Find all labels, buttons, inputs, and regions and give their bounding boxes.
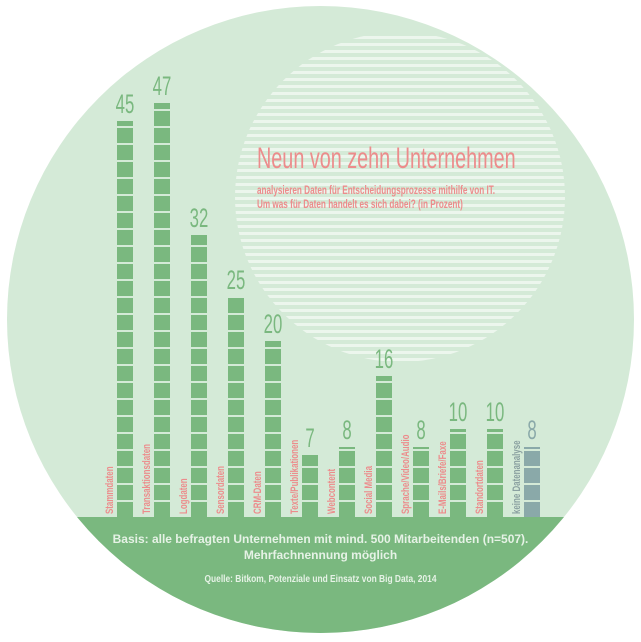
category-label: Social Media [363,466,375,514]
bar [117,121,133,517]
bar [265,341,281,517]
bar-value-label: 8 [342,415,352,445]
chart-subtitle: analysieren Daten für Entscheidungsproze… [257,183,495,211]
bar [228,297,244,517]
bar-value-label: 10 [448,397,468,427]
bar-value-label: 45 [115,89,135,119]
footer-band [7,517,634,633]
category-label: keine Datenanalyse [511,440,523,514]
category-label: Transaktionsdaten [141,444,153,514]
bar [191,235,207,517]
footnote-basis-line2: Mehrfachnennung möglich [243,548,398,562]
category-label: Texte/Publikationen [289,439,301,514]
bar-value-label: 10 [485,397,505,427]
bar-value-label: 25 [226,265,246,295]
chart-title: Neun von zehn Unternehmen [257,142,516,175]
footnote-basis: Basis: alle befragten Unternehmen mit mi… [112,532,529,546]
bar [339,447,355,517]
bar-value-label: 7 [305,423,315,453]
bar [487,429,503,517]
bar [376,376,392,517]
decorative-text-circle [235,32,565,362]
bar-value-label: 20 [263,309,283,339]
category-label: Webcontent [326,468,338,514]
chart-disc [7,6,634,633]
bar [524,447,540,517]
category-label: Standortdaten [474,460,486,514]
bar-value-label: 8 [416,415,426,445]
category-label: Logdaten [178,478,190,514]
bar-value-label: 47 [152,71,172,101]
footnote-source: Quelle: Bitkom, Potenziale und Einsatz v… [204,573,437,585]
bar [154,103,170,517]
bar-value-label: 8 [527,415,537,445]
bar [302,455,318,517]
subtitle-line-1: analysieren Daten für Entscheidungsproze… [257,183,496,197]
bar [413,447,429,517]
category-label: CRM-Daten [252,471,264,514]
category-label: Stammdaten [104,466,116,514]
subtitle-line-2: Um was für Daten handelt es sich dabei? … [257,197,463,211]
bar-value-label: 32 [189,203,209,233]
category-label: E-Mails/Briefe/Faxe [437,441,449,514]
bar [450,429,466,517]
category-label: Sprache/Video/Audio [400,434,412,514]
bar-value-label: 16 [374,344,394,374]
category-label: Sensordaten [215,466,227,514]
